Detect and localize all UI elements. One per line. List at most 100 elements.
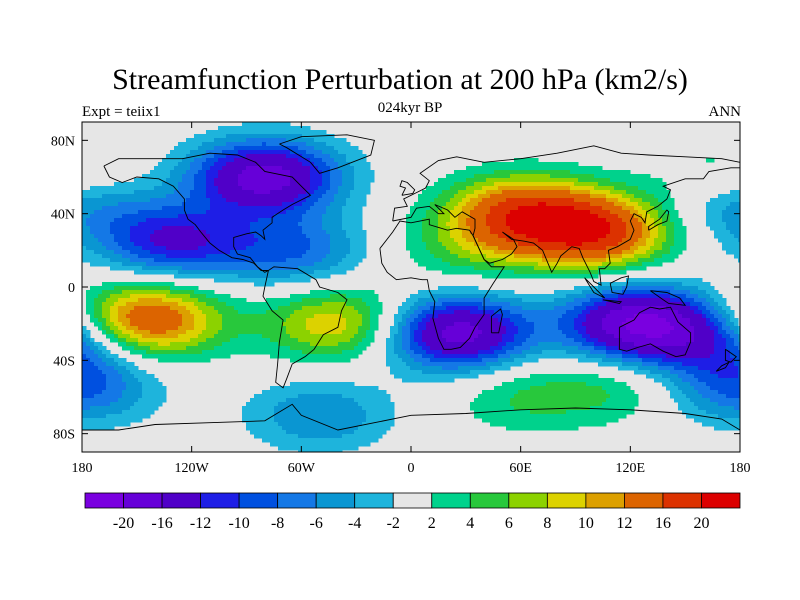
field-cell <box>474 202 479 207</box>
field-cell <box>502 162 507 167</box>
contour-field <box>82 122 740 452</box>
field-cell <box>450 202 455 207</box>
field-cell <box>514 198 519 203</box>
field-cell <box>330 178 335 183</box>
field-cell <box>86 194 91 199</box>
field-cell <box>558 206 563 211</box>
field-cell <box>306 302 311 307</box>
field-cell <box>230 150 235 155</box>
field-cell <box>518 202 523 207</box>
field-cell <box>726 250 731 255</box>
field-cell <box>426 190 431 195</box>
field-cell <box>626 290 631 295</box>
field-cell <box>266 222 271 227</box>
field-cell <box>630 290 635 295</box>
field-cell <box>702 294 707 299</box>
field-cell <box>286 274 291 279</box>
field-cell <box>474 174 479 179</box>
field-cell <box>726 242 731 247</box>
field-cell <box>118 198 123 203</box>
field-cell <box>298 206 303 211</box>
field-cell <box>198 270 203 275</box>
field-cell <box>218 198 223 203</box>
field-cell <box>174 274 179 279</box>
field-cell <box>238 266 243 271</box>
field-cell <box>566 270 571 275</box>
field-cell <box>230 242 235 247</box>
field-cell <box>550 238 555 243</box>
field-cell <box>166 226 171 231</box>
field-cell <box>550 174 555 179</box>
field-cell <box>198 222 203 227</box>
field-cell <box>522 206 527 211</box>
field-cell <box>222 202 227 207</box>
field-cell <box>366 178 371 183</box>
field-cell <box>418 298 423 303</box>
field-cell <box>290 150 295 155</box>
field-cell <box>258 146 263 151</box>
field-cell <box>310 270 315 275</box>
field-cell <box>270 206 275 211</box>
field-cell <box>162 266 167 271</box>
field-cell <box>154 222 159 227</box>
field-cell <box>198 214 203 219</box>
field-cell <box>634 214 639 219</box>
field-cell <box>234 194 239 199</box>
field-cell <box>282 258 287 263</box>
field-cell <box>250 126 255 131</box>
field-cell <box>546 230 551 235</box>
field-cell <box>274 186 279 191</box>
field-cell <box>542 266 547 271</box>
field-cell <box>350 170 355 175</box>
field-cell <box>682 298 687 303</box>
field-cell <box>282 250 287 255</box>
field-cell <box>82 190 87 195</box>
field-cell <box>238 206 243 211</box>
field-cell <box>614 262 619 267</box>
field-cell <box>298 270 303 275</box>
field-cell <box>182 162 187 167</box>
field-cell <box>322 274 327 279</box>
field-cell <box>254 234 259 239</box>
field-cell <box>642 298 647 303</box>
field-cell <box>446 246 451 251</box>
field-cell <box>94 258 99 263</box>
field-cell <box>630 206 635 211</box>
field-cell <box>410 254 415 259</box>
field-cell <box>486 210 491 215</box>
field-cell <box>246 190 251 195</box>
field-cell <box>110 258 115 263</box>
field-cell <box>126 242 131 247</box>
field-cell <box>598 210 603 215</box>
field-cell <box>298 222 303 227</box>
field-cell <box>270 190 275 195</box>
field-cell <box>274 198 279 203</box>
field-cell <box>154 258 159 263</box>
field-cell <box>154 174 159 179</box>
field-cell <box>218 142 223 147</box>
field-cell <box>498 234 503 239</box>
field-cell <box>102 186 107 191</box>
field-cell <box>662 282 667 287</box>
field-cell <box>274 178 279 183</box>
field-cell <box>118 266 123 271</box>
field-cell <box>558 170 563 175</box>
field-cell <box>134 222 139 227</box>
field-cell <box>262 258 267 263</box>
field-cell <box>218 294 223 299</box>
field-cell <box>450 290 455 295</box>
field-cell <box>446 302 451 307</box>
field-cell <box>354 238 359 243</box>
field-cell <box>494 210 499 215</box>
field-cell <box>526 170 531 175</box>
field-cell <box>98 234 103 239</box>
field-cell <box>362 290 367 295</box>
field-cell <box>642 286 647 291</box>
field-cell <box>546 218 551 223</box>
field-cell <box>346 158 351 163</box>
field-cell <box>306 178 311 183</box>
field-cell <box>626 266 631 271</box>
field-cell <box>486 270 491 275</box>
field-cell <box>534 298 539 303</box>
field-cell <box>94 210 99 215</box>
